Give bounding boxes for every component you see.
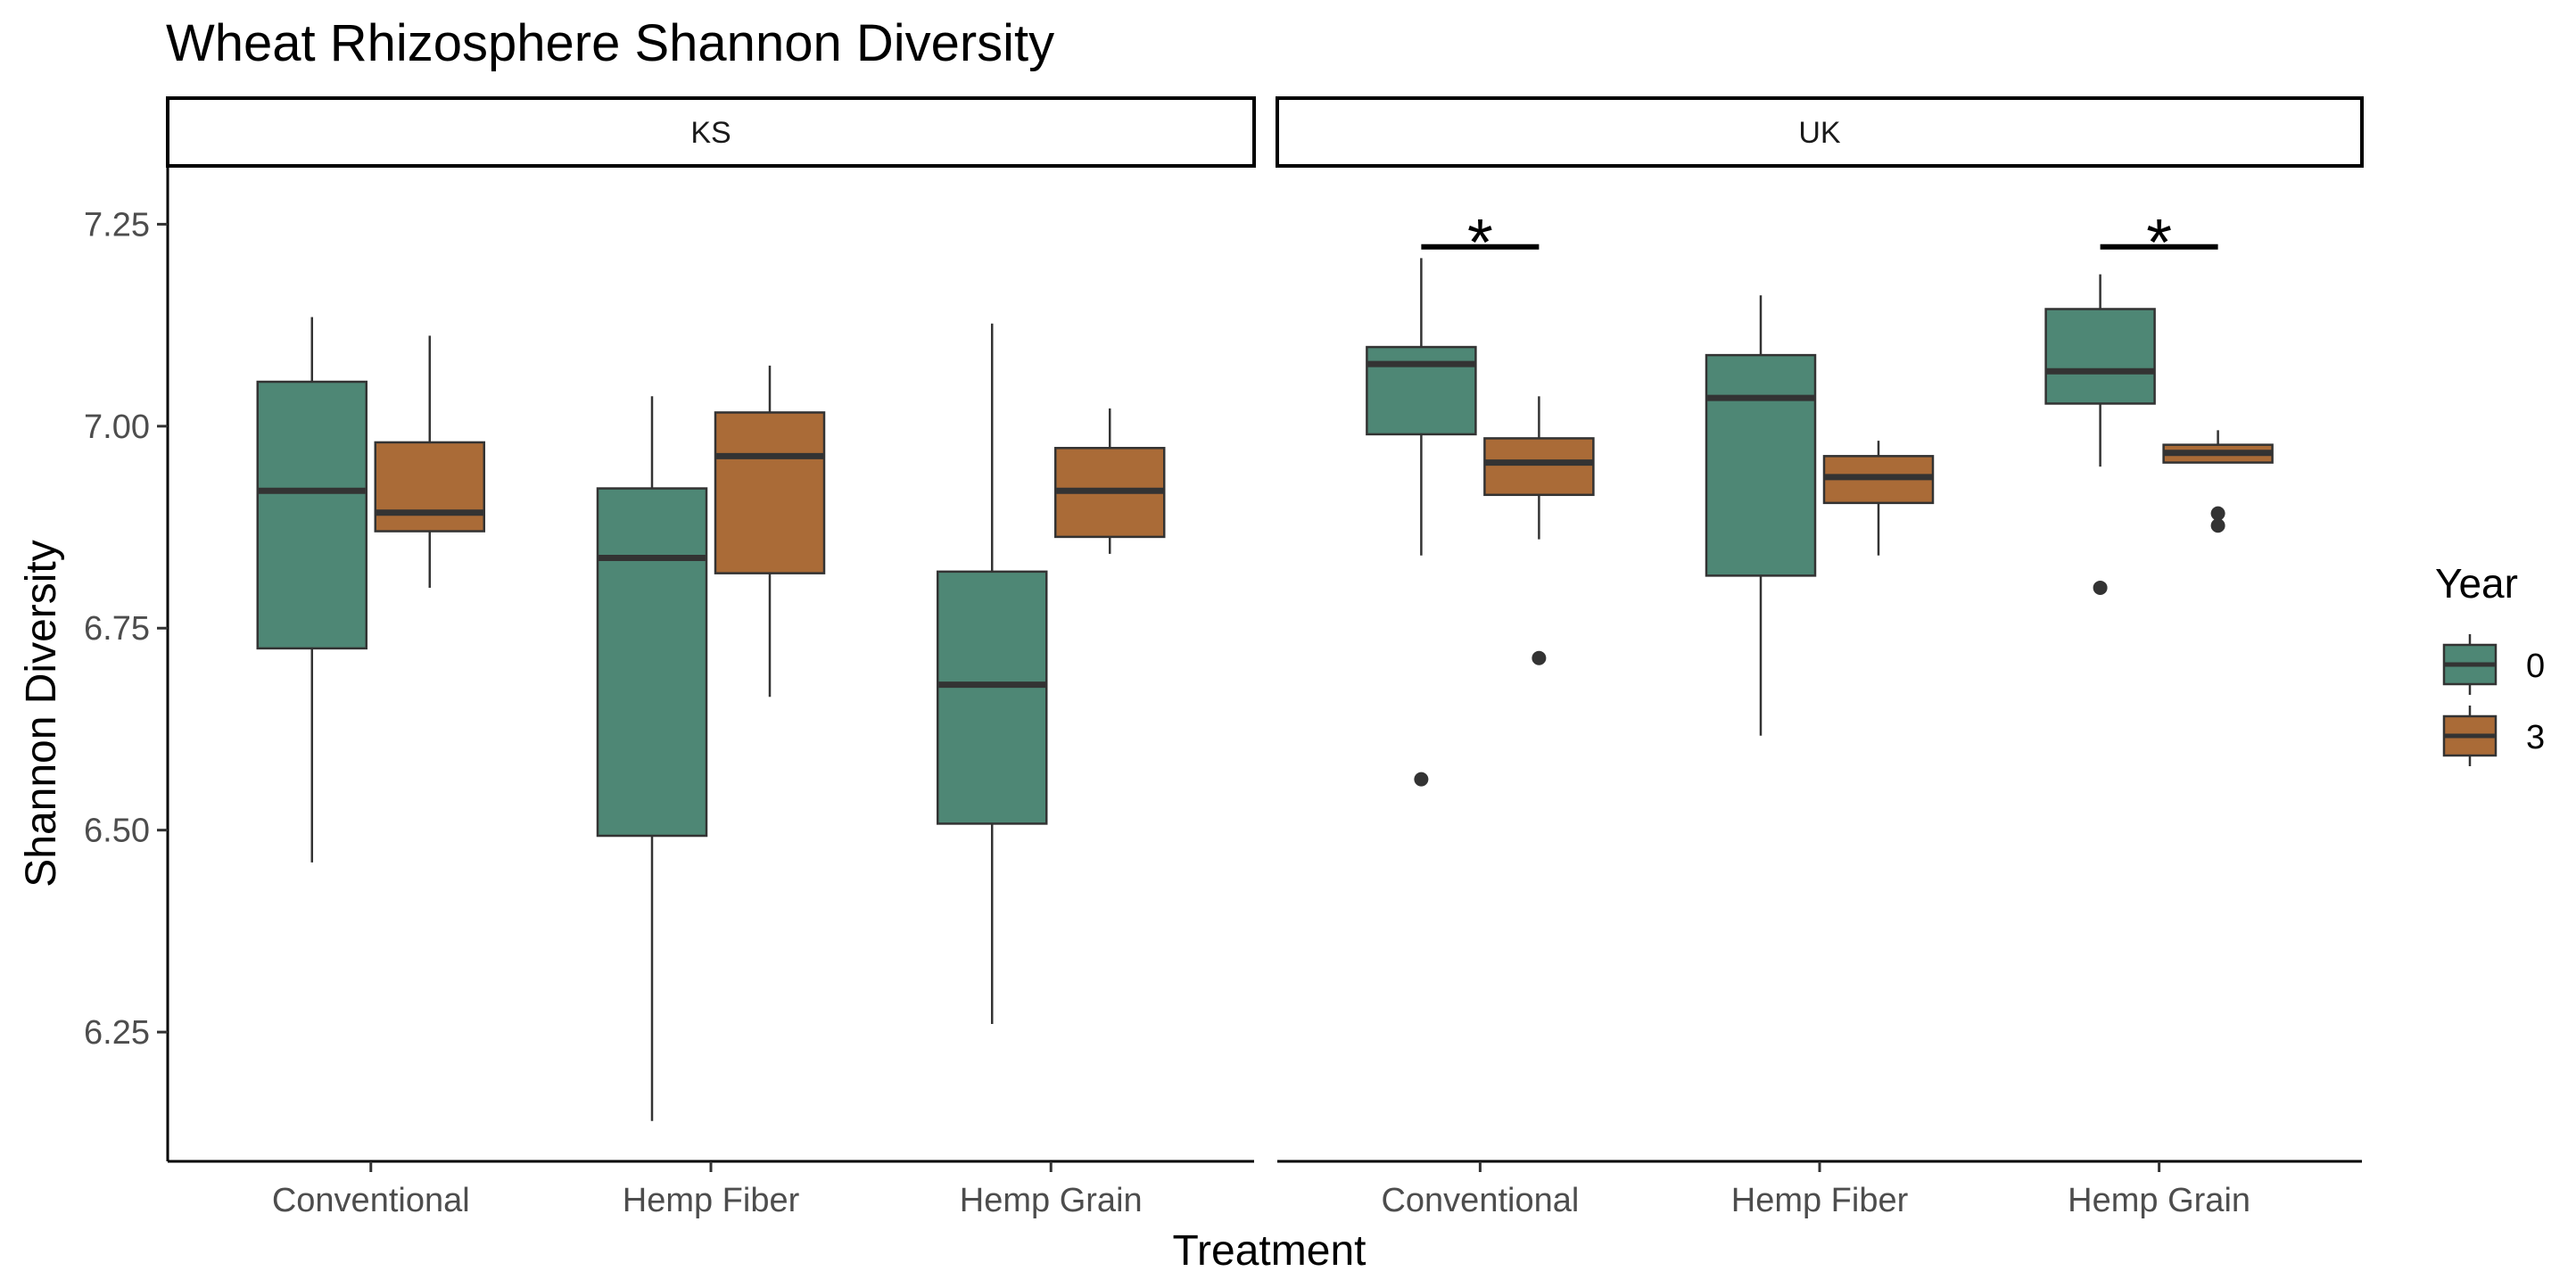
box-ks-hemp-fiber-year-0 (596, 396, 708, 1121)
legend: Year 0 3 (2435, 560, 2545, 766)
box-uk-conventional-year-3 (1483, 396, 1595, 665)
outlier-point (2093, 580, 2108, 595)
x-tick-label: Conventional (1381, 1182, 1579, 1219)
y-tick-label: 6.75 (84, 610, 150, 648)
box-ks-hemp-grain-year-0 (936, 323, 1048, 1025)
box-uk-hemp-grain-year-0 (2044, 274, 2156, 595)
legend-label: 3 (2526, 719, 2545, 756)
box-uk-hemp-fiber-year-0 (1705, 295, 1817, 736)
box-uk-hemp-fiber-year-3 (1822, 441, 1935, 556)
box-ks-hemp-fiber-year-3 (714, 365, 826, 698)
significance-hemp-grain: * (2100, 205, 2218, 279)
x-tick-label: Hemp Grain (960, 1182, 1143, 1219)
facet-strip-label: UK (1798, 116, 1841, 150)
x-axis-title: Treatment (1173, 1227, 1366, 1275)
box-body (596, 487, 708, 838)
box-body (256, 380, 368, 650)
facets: KS Conventional Hemp Fiber Hemp Grain UK Conv… (166, 96, 2364, 1219)
y-tick-label: 6.50 (84, 813, 150, 850)
y-axis: 6.25 6.50 6.75 7.00 7.25 (84, 168, 169, 1161)
box-body (1366, 345, 1477, 436)
box-body (1483, 437, 1595, 497)
box-uk-hemp-grain-year-3 (2162, 430, 2274, 533)
x-tick-label: Hemp Fiber (623, 1182, 800, 1219)
chart-title: Wheat Rhizosphere Shannon Diversity (166, 14, 1054, 72)
x-tick-label: Hemp Grain (2068, 1182, 2250, 1219)
box-body (1705, 353, 1817, 577)
box-body (2044, 308, 2156, 405)
box-body (714, 411, 826, 574)
facet-strip-label: KS (690, 116, 731, 150)
significance-marker: * (2146, 205, 2172, 279)
y-tick-label: 7.25 (84, 206, 150, 244)
box-ks-conventional-year-0 (256, 317, 368, 863)
box-ks-hemp-grain-year-3 (1053, 408, 1166, 554)
outlier-point (1414, 772, 1429, 787)
y-axis-title: Shannon Diversity (18, 540, 65, 888)
legend-label: 0 (2526, 648, 2545, 685)
box-uk-conventional-year-0 (1366, 258, 1477, 787)
x-tick-label: Conventional (272, 1182, 470, 1219)
y-tick-label: 6.25 (84, 1014, 150, 1052)
legend-item-year-3: 3 (2442, 706, 2545, 766)
facet-uk: UK Conventional Hemp Fiber Hemp Grain * * (1276, 96, 2364, 1219)
outlier-point (2210, 506, 2225, 521)
facet-strip (166, 96, 1256, 168)
box-ks-conventional-year-3 (374, 335, 486, 588)
box-body (374, 441, 486, 533)
outlier-point (1532, 650, 1547, 665)
legend-title: Year (2435, 560, 2518, 607)
box-body (936, 570, 1048, 825)
facet-ks: KS Conventional Hemp Fiber Hemp Grain (166, 96, 1256, 1219)
x-tick-label: Hemp Fiber (1731, 1182, 1909, 1219)
legend-item-year-0: 0 (2442, 634, 2545, 695)
outlier-point (2210, 518, 2225, 533)
facet-strip (1276, 96, 2364, 168)
significance-marker: * (1467, 205, 1493, 279)
y-tick-label: 7.00 (84, 409, 150, 446)
significance-conventional: * (1421, 205, 1540, 279)
